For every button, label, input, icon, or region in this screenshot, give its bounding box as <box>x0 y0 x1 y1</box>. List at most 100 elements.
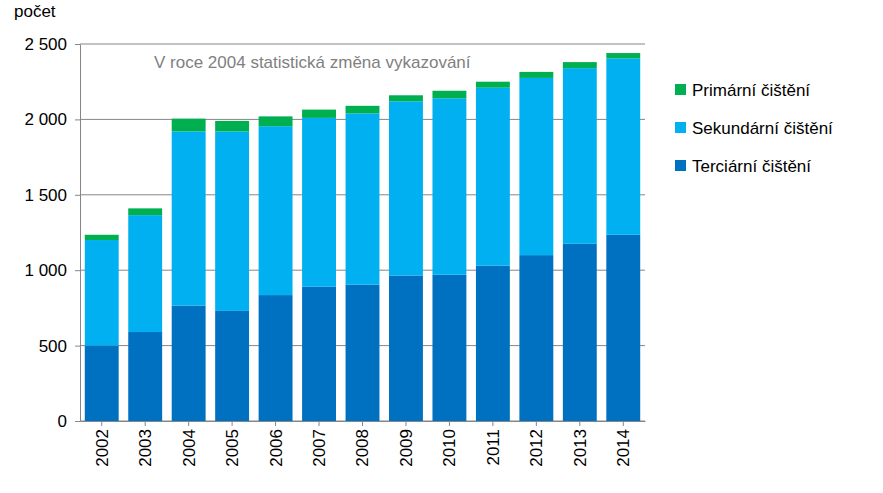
bar <box>432 91 466 99</box>
bar <box>128 215 162 332</box>
tick: 2009 <box>397 421 416 467</box>
tick: 2012 <box>527 421 546 467</box>
bar <box>432 275 466 421</box>
tick: 1 000 <box>24 261 80 280</box>
bar <box>302 287 336 421</box>
tick-mark <box>319 421 320 426</box>
bar <box>389 95 423 101</box>
bar <box>563 62 597 68</box>
legend-label: Sekundární čištění <box>692 119 833 138</box>
legend-swatch <box>675 84 686 95</box>
bar <box>519 72 553 78</box>
x-axis: 2002 2003 2004 2005 2006 2007 2008 2009 2010 2011… <box>81 421 646 467</box>
bar <box>389 275 423 421</box>
tick-mark <box>275 421 276 426</box>
tick: 2010 <box>440 421 459 467</box>
bar <box>302 110 336 118</box>
legend-item: Sekundární čištění <box>675 119 833 138</box>
tick: 2005 <box>223 421 242 467</box>
tick-label: 0 <box>58 412 67 431</box>
bar <box>259 116 293 126</box>
series <box>85 58 640 345</box>
annotation: V roce 2004 statistická změna vykazování <box>154 53 471 72</box>
bar <box>85 240 119 346</box>
bars <box>85 53 640 421</box>
bar <box>476 88 510 266</box>
tick: 0 <box>58 412 80 431</box>
tick-mark <box>75 421 80 422</box>
tick: 2007 <box>310 421 329 467</box>
tick-mark <box>75 195 80 196</box>
y-axis: 0 500 1 000 1 500 2 000 2 500 <box>24 35 80 431</box>
axis-title: počet <box>14 2 56 21</box>
tick-label: 2010 <box>440 429 459 467</box>
tick-mark <box>75 346 80 347</box>
bar <box>128 332 162 421</box>
tick-label: 2006 <box>267 429 286 467</box>
tick: 2 500 <box>24 35 80 54</box>
legend-swatch <box>675 122 686 133</box>
tick-mark <box>75 44 80 45</box>
bar <box>259 126 293 295</box>
bar <box>346 106 380 114</box>
bar <box>476 266 510 421</box>
tick-mark <box>232 421 233 426</box>
tick-label: 2 500 <box>24 35 67 54</box>
tick-mark <box>75 119 80 120</box>
bar <box>85 235 119 240</box>
tick-mark <box>145 421 146 426</box>
tick-label: 500 <box>39 337 67 356</box>
tick-label: 2014 <box>614 429 633 467</box>
bar <box>215 311 249 421</box>
tick-label: 2003 <box>136 429 155 467</box>
bar <box>85 346 119 421</box>
bar <box>172 131 206 305</box>
bar <box>346 285 380 421</box>
bar <box>563 68 597 244</box>
grid <box>80 44 645 421</box>
tick-mark <box>362 421 363 426</box>
tick: 2 000 <box>24 110 80 129</box>
tick-mark <box>536 421 537 426</box>
bar <box>519 78 553 255</box>
series <box>85 53 640 240</box>
tick-label: 2011 <box>484 429 503 466</box>
tick: 2008 <box>353 421 372 467</box>
tick-label: 2007 <box>310 429 329 467</box>
bar <box>172 306 206 421</box>
tick-mark <box>75 270 80 271</box>
tick: 1 500 <box>24 186 80 205</box>
grid-line <box>80 44 645 45</box>
tick-mark <box>492 421 493 426</box>
bar <box>432 98 466 274</box>
bar <box>563 244 597 421</box>
bar <box>128 208 162 215</box>
tick: 2006 <box>267 421 286 467</box>
tick-label: 2 000 <box>24 110 67 129</box>
bar <box>346 113 380 284</box>
tick-label: 2005 <box>223 429 242 467</box>
bar <box>519 255 553 421</box>
bar <box>302 118 336 287</box>
tick: 2011 <box>484 421 503 466</box>
bar <box>215 131 249 310</box>
tick-label: 2013 <box>571 429 590 467</box>
tick-mark <box>623 421 624 426</box>
tick-label: 2012 <box>527 429 546 467</box>
tick-label: 1 500 <box>24 186 67 205</box>
tick-label: 1 000 <box>24 261 67 280</box>
legend-label: Primární čištění <box>692 81 810 100</box>
bar <box>476 82 510 88</box>
tick-mark <box>405 421 406 426</box>
bar <box>389 101 423 275</box>
tick-mark <box>188 421 189 426</box>
bar <box>606 53 640 58</box>
bar <box>606 58 640 234</box>
tick: 2013 <box>571 421 590 467</box>
plot: 0 500 1 000 1 500 2 000 2 500 2002 2003 2004 2005… <box>24 35 645 467</box>
tick: 2003 <box>136 421 155 467</box>
legend-swatch <box>675 160 686 171</box>
tick: 2004 <box>180 421 199 467</box>
tick-mark <box>101 421 102 426</box>
tick: 2002 <box>93 421 112 467</box>
